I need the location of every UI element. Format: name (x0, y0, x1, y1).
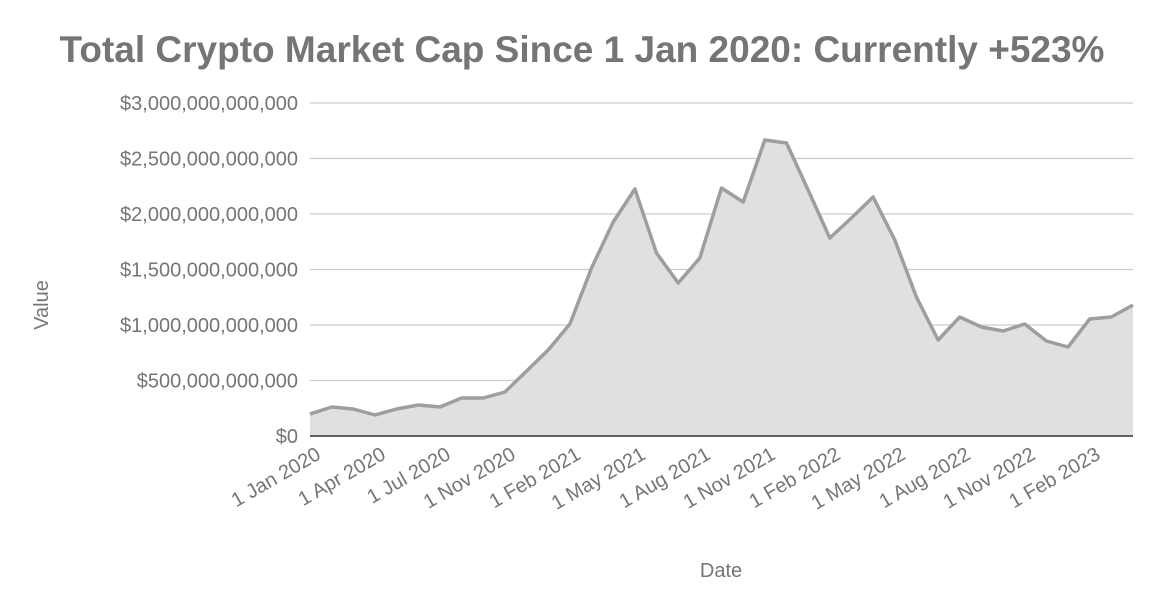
chart-title: Total Crypto Market Cap Since 1 Jan 2020… (60, 29, 1105, 70)
y-axis-title: Value (31, 280, 53, 330)
x-axis-title: Date (700, 560, 742, 582)
y-tick-label: $500,000,000,000 (137, 371, 298, 393)
y-tick-label: $1,000,000,000,000 (120, 315, 298, 337)
area (310, 140, 1133, 436)
y-tick-label: $2,000,000,000,000 (120, 204, 298, 226)
y-tick-label: $0 (276, 426, 298, 448)
y-tick-label: $1,500,000,000,000 (120, 260, 298, 282)
y-tick-label: $3,000,000,000,000 (120, 93, 298, 115)
line (309, 138, 1134, 417)
y-tick-label: $2,500,000,000,000 (120, 149, 298, 171)
